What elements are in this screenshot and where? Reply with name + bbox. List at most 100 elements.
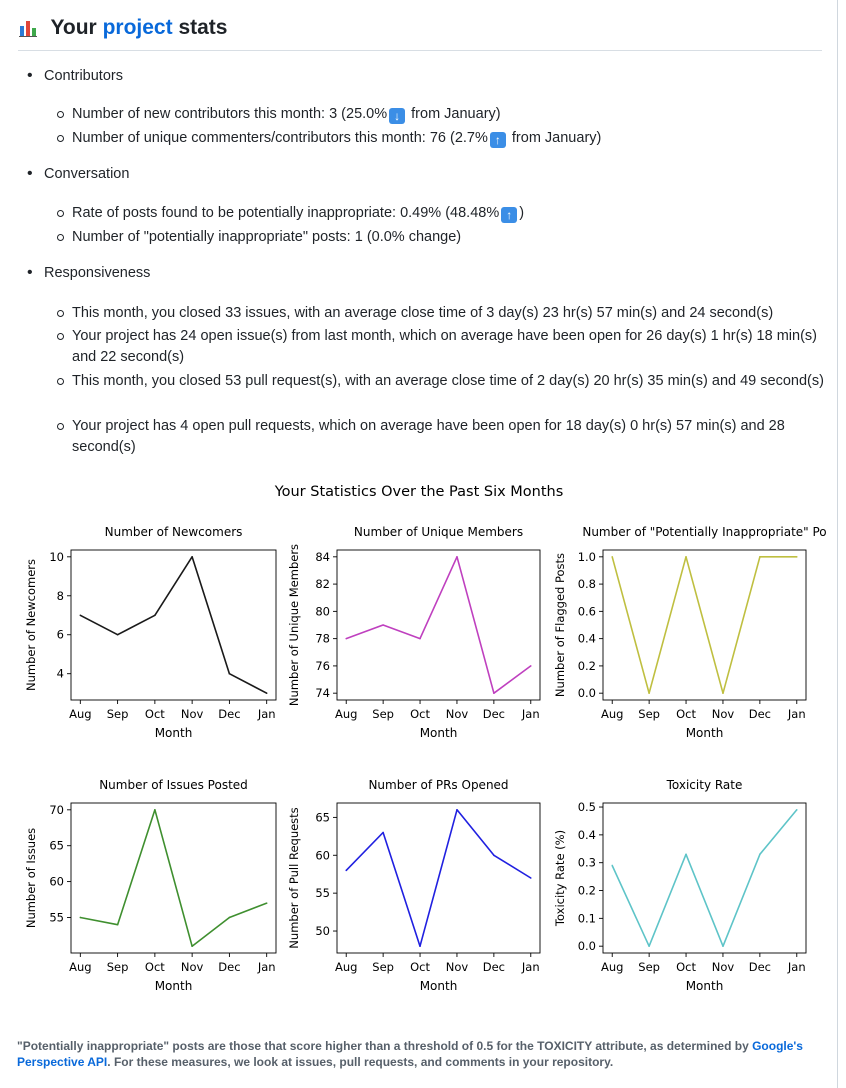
y-tick-label: 74	[315, 686, 330, 700]
data-point	[419, 945, 421, 947]
y-axis-label: Number of Unique Members	[287, 544, 301, 706]
data-point	[529, 877, 532, 879]
stat-text: This month, you closed 53 pull request(s…	[72, 373, 824, 389]
y-tick-label: 6	[57, 628, 64, 642]
stat-item: Number of "potentially inappropriate" po…	[57, 227, 827, 248]
x-tick-label: Aug	[601, 960, 623, 974]
data-point	[191, 945, 193, 947]
x-tick-label: Sep	[638, 960, 660, 974]
chart-frame	[336, 802, 541, 954]
data-point	[116, 633, 119, 636]
y-tick-label: 0.8	[578, 577, 596, 591]
section-label: Responsiveness	[44, 265, 151, 281]
x-tick-label: Sep	[107, 707, 129, 721]
y-axis-label: Toxicity Rate (%)	[553, 830, 567, 927]
data-point	[722, 692, 724, 694]
project-link[interactable]: project	[102, 16, 173, 39]
stat-item: Your project has 24 open issue(s) from l…	[57, 326, 827, 368]
x-tick-label: Aug	[335, 960, 357, 974]
data-point	[191, 556, 193, 558]
footnote: "Potentially inappropriate" posts are th…	[17, 1039, 803, 1069]
y-axis-label: Number of Issues	[24, 828, 38, 928]
chart-title: Toxicity Rate	[666, 778, 743, 792]
x-tick-label: Sep	[372, 707, 394, 721]
stat-text: Rate of posts found to be potentially in…	[72, 205, 525, 223]
y-tick-label: 84	[315, 550, 330, 564]
y-tick-label: 0.0	[578, 939, 596, 953]
stat-item: This month, you closed 53 pull request(s…	[57, 371, 827, 392]
x-tick-label: Dec	[218, 707, 240, 721]
x-tick-label: Jan	[257, 960, 276, 974]
chart-title: Number of "Potentially Inappropriate" Po	[582, 525, 826, 539]
y-axis-label: Number of Flagged Posts	[553, 553, 567, 697]
data-point	[419, 637, 421, 640]
x-tick-label: Oct	[410, 707, 430, 721]
stat-item: Your project has 4 open pull requests, w…	[57, 416, 827, 458]
y-tick-label: 55	[49, 910, 64, 924]
y-tick-label: 76	[315, 659, 330, 673]
chart-frame	[70, 549, 277, 701]
data-point	[611, 556, 614, 558]
right-border	[837, 0, 846, 1088]
charts-figure: Your Statistics Over the Past Six Months…	[24, 484, 827, 993]
chart-frame	[602, 802, 807, 954]
y-tick-label: 80	[315, 604, 330, 618]
stat-text: This month, you closed 33 issues, with a…	[72, 305, 774, 321]
x-axis-label: Month	[686, 726, 724, 740]
y-tick-label: 0.4	[578, 828, 596, 842]
series-line	[611, 809, 798, 948]
data-point	[795, 809, 798, 811]
x-tick-label: Jan	[787, 707, 806, 721]
y-tick-label: 0.0	[578, 686, 596, 700]
y-tick-label: 0.6	[578, 604, 596, 618]
data-point	[456, 556, 458, 558]
stat-item: Number of new contributors this month: 3…	[57, 104, 827, 125]
x-tick-label: Dec	[749, 960, 771, 974]
y-tick-label: 65	[315, 810, 330, 824]
x-tick-label: Jan	[521, 960, 540, 974]
stat-text: Number of "potentially inappropriate" po…	[72, 229, 462, 245]
series-line	[79, 556, 268, 694]
y-tick-label: 50	[315, 924, 330, 938]
chart-title: Number of Newcomers	[105, 525, 243, 539]
x-tick-label: Nov	[712, 707, 735, 721]
section-label: Conversation	[44, 166, 130, 182]
data-point	[345, 637, 348, 640]
figure-title: Your Statistics Over the Past Six Months	[274, 484, 564, 500]
page-header: Your project stats	[18, 16, 822, 51]
data-point	[795, 556, 798, 558]
y-tick-label: 0.5	[578, 800, 596, 814]
x-tick-label: Oct	[676, 707, 696, 721]
x-tick-label: Jan	[257, 707, 276, 721]
data-point	[265, 692, 268, 694]
y-tick-label: 65	[49, 839, 64, 853]
stat-item: Rate of posts found to be potentially in…	[57, 203, 827, 224]
data-point	[648, 692, 650, 694]
y-tick-label: 0.2	[578, 659, 596, 673]
data-point	[265, 902, 268, 904]
data-point	[685, 556, 687, 558]
data-point	[228, 672, 231, 675]
x-tick-label: Nov	[712, 960, 735, 974]
chart-frame	[70, 802, 277, 954]
data-point	[529, 665, 532, 667]
perspective-api-link[interactable]: Google's Perspective API	[17, 1039, 803, 1069]
data-point	[382, 624, 384, 626]
data-point	[456, 809, 458, 811]
x-tick-label: Dec	[483, 707, 505, 721]
x-tick-label: Aug	[335, 707, 357, 721]
x-tick-label: Dec	[218, 960, 240, 974]
x-axis-label: Month	[155, 726, 193, 740]
data-point	[154, 809, 156, 811]
y-tick-label: 4	[57, 667, 64, 681]
x-tick-label: Sep	[107, 960, 129, 974]
data-point	[345, 869, 348, 872]
data-point	[493, 692, 495, 694]
data-point	[79, 916, 82, 919]
data-point	[611, 864, 614, 867]
y-axis-label: Number of Newcomers	[24, 559, 38, 691]
data-point	[79, 614, 82, 617]
x-tick-label: Nov	[181, 960, 204, 974]
y-tick-label: 10	[49, 550, 64, 564]
x-tick-label: Aug	[69, 707, 91, 721]
